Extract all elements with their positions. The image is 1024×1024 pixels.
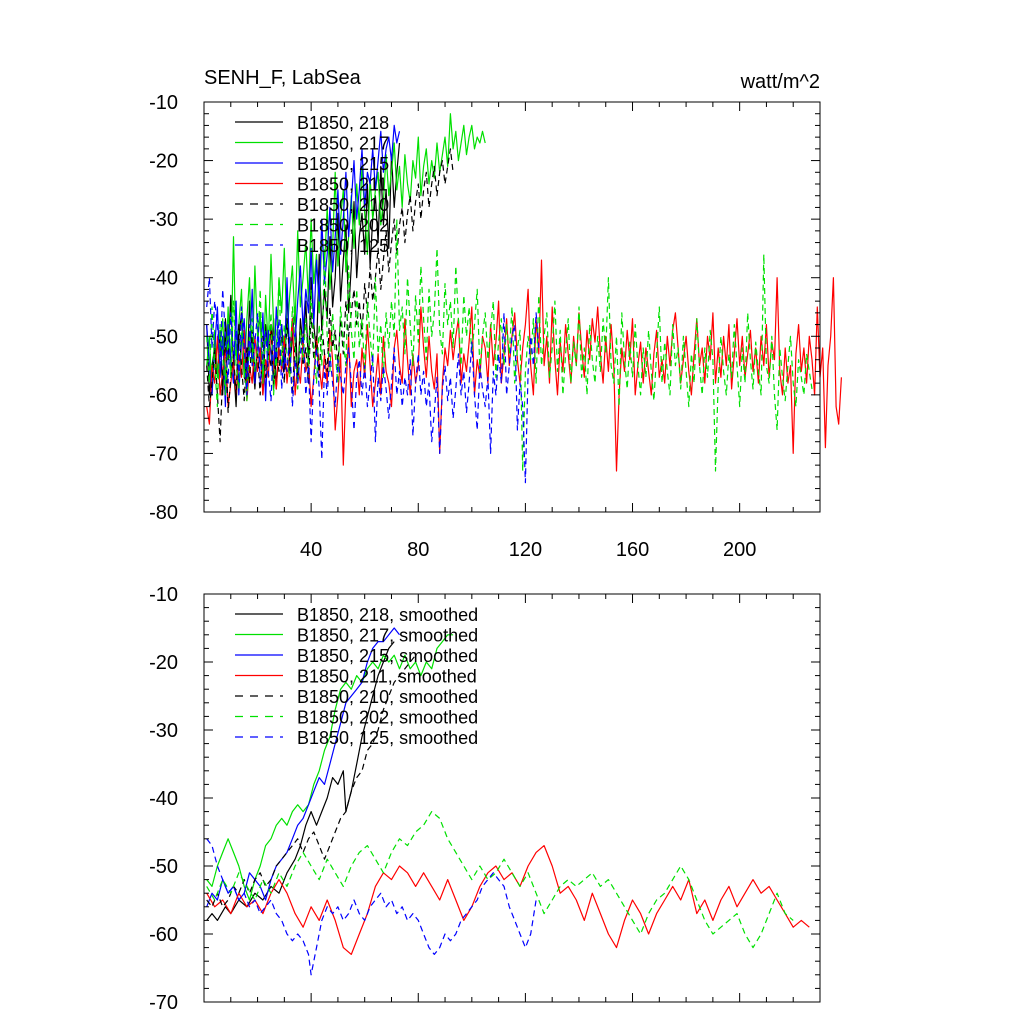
legend-label-6: B1850, 125, smoothed (297, 728, 478, 748)
series-line-3 (206, 845, 810, 955)
legend-label-5: B1850, 202 (297, 216, 389, 236)
top-panel: -10 -20 -30 -40 -50 -60 -70 -80 40 80 120 160 200 B18… (149, 92, 842, 561)
y-tick-label: -80 (149, 502, 178, 524)
x-tick-label: 200 (723, 539, 756, 561)
legend-label-2: B1850, 215, smoothed (297, 646, 478, 666)
y-tick-label: -20 (149, 652, 178, 674)
y-tick-label: -40 (149, 788, 178, 810)
y-tick-label: -50 (149, 856, 178, 878)
legend-label-1: B1850, 217, smoothed (297, 626, 478, 646)
plot-lines-0 (206, 113, 842, 484)
plot-frame-0 (203, 101, 821, 513)
series-line-1 (206, 634, 454, 901)
y-tick-label: -50 (149, 326, 178, 348)
legend-label-0: B1850, 218, smoothed (297, 605, 478, 625)
legend-label-3: B1850, 211 (297, 175, 388, 195)
figure-right-title: watt/m^2 (740, 71, 820, 93)
y-tick-label: -30 (149, 720, 178, 742)
figure-left-title: SENH_F, LabSea (204, 67, 362, 89)
y-tick-label: -10 (149, 92, 178, 114)
x-tick-label: 160 (616, 539, 649, 561)
y-tick-label: -60 (149, 924, 178, 946)
y-tick-label: -70 (149, 443, 178, 465)
y-tick-label: -30 (149, 209, 178, 231)
series-line-4 (206, 654, 417, 908)
y-tick-label: -10 (149, 584, 178, 606)
x-tick-label: 120 (509, 539, 542, 561)
legend-label-1: B1850, 217 (297, 134, 389, 154)
legend-label-5: B1850, 202, smoothed (297, 708, 478, 728)
legend-label-2: B1850, 215 (297, 154, 389, 174)
plot-lines-1 (206, 627, 810, 976)
ticks-0 (204, 101, 820, 513)
legend-label-6: B1850, 125 (297, 236, 389, 256)
series-line-0 (206, 641, 395, 921)
x-tick-label: 40 (300, 539, 322, 561)
legend-label-3: B1850, 211, smoothed (297, 667, 477, 687)
bottom-panel: -10 -20 -30 -40 -50 -60 -70 B1850, 218, smoothe… (149, 584, 821, 1014)
y-tick-label: -70 (149, 992, 178, 1014)
series-line-4 (206, 148, 454, 443)
legend-label-0: B1850, 218 (297, 113, 389, 133)
series-line-5 (206, 811, 794, 949)
series-line-6 (206, 838, 537, 976)
legend-label-4: B1850, 210 (297, 195, 389, 215)
series-line-5 (206, 218, 813, 472)
series-line-6 (206, 277, 540, 484)
y-tick-label: -40 (149, 268, 178, 290)
x-tick-label: 80 (407, 539, 429, 561)
y-tick-label: -20 (149, 151, 178, 173)
ticks-1 (204, 593, 820, 1003)
y-tick-label: -60 (149, 385, 178, 407)
legend-label-4: B1850, 210, smoothed (297, 687, 478, 707)
